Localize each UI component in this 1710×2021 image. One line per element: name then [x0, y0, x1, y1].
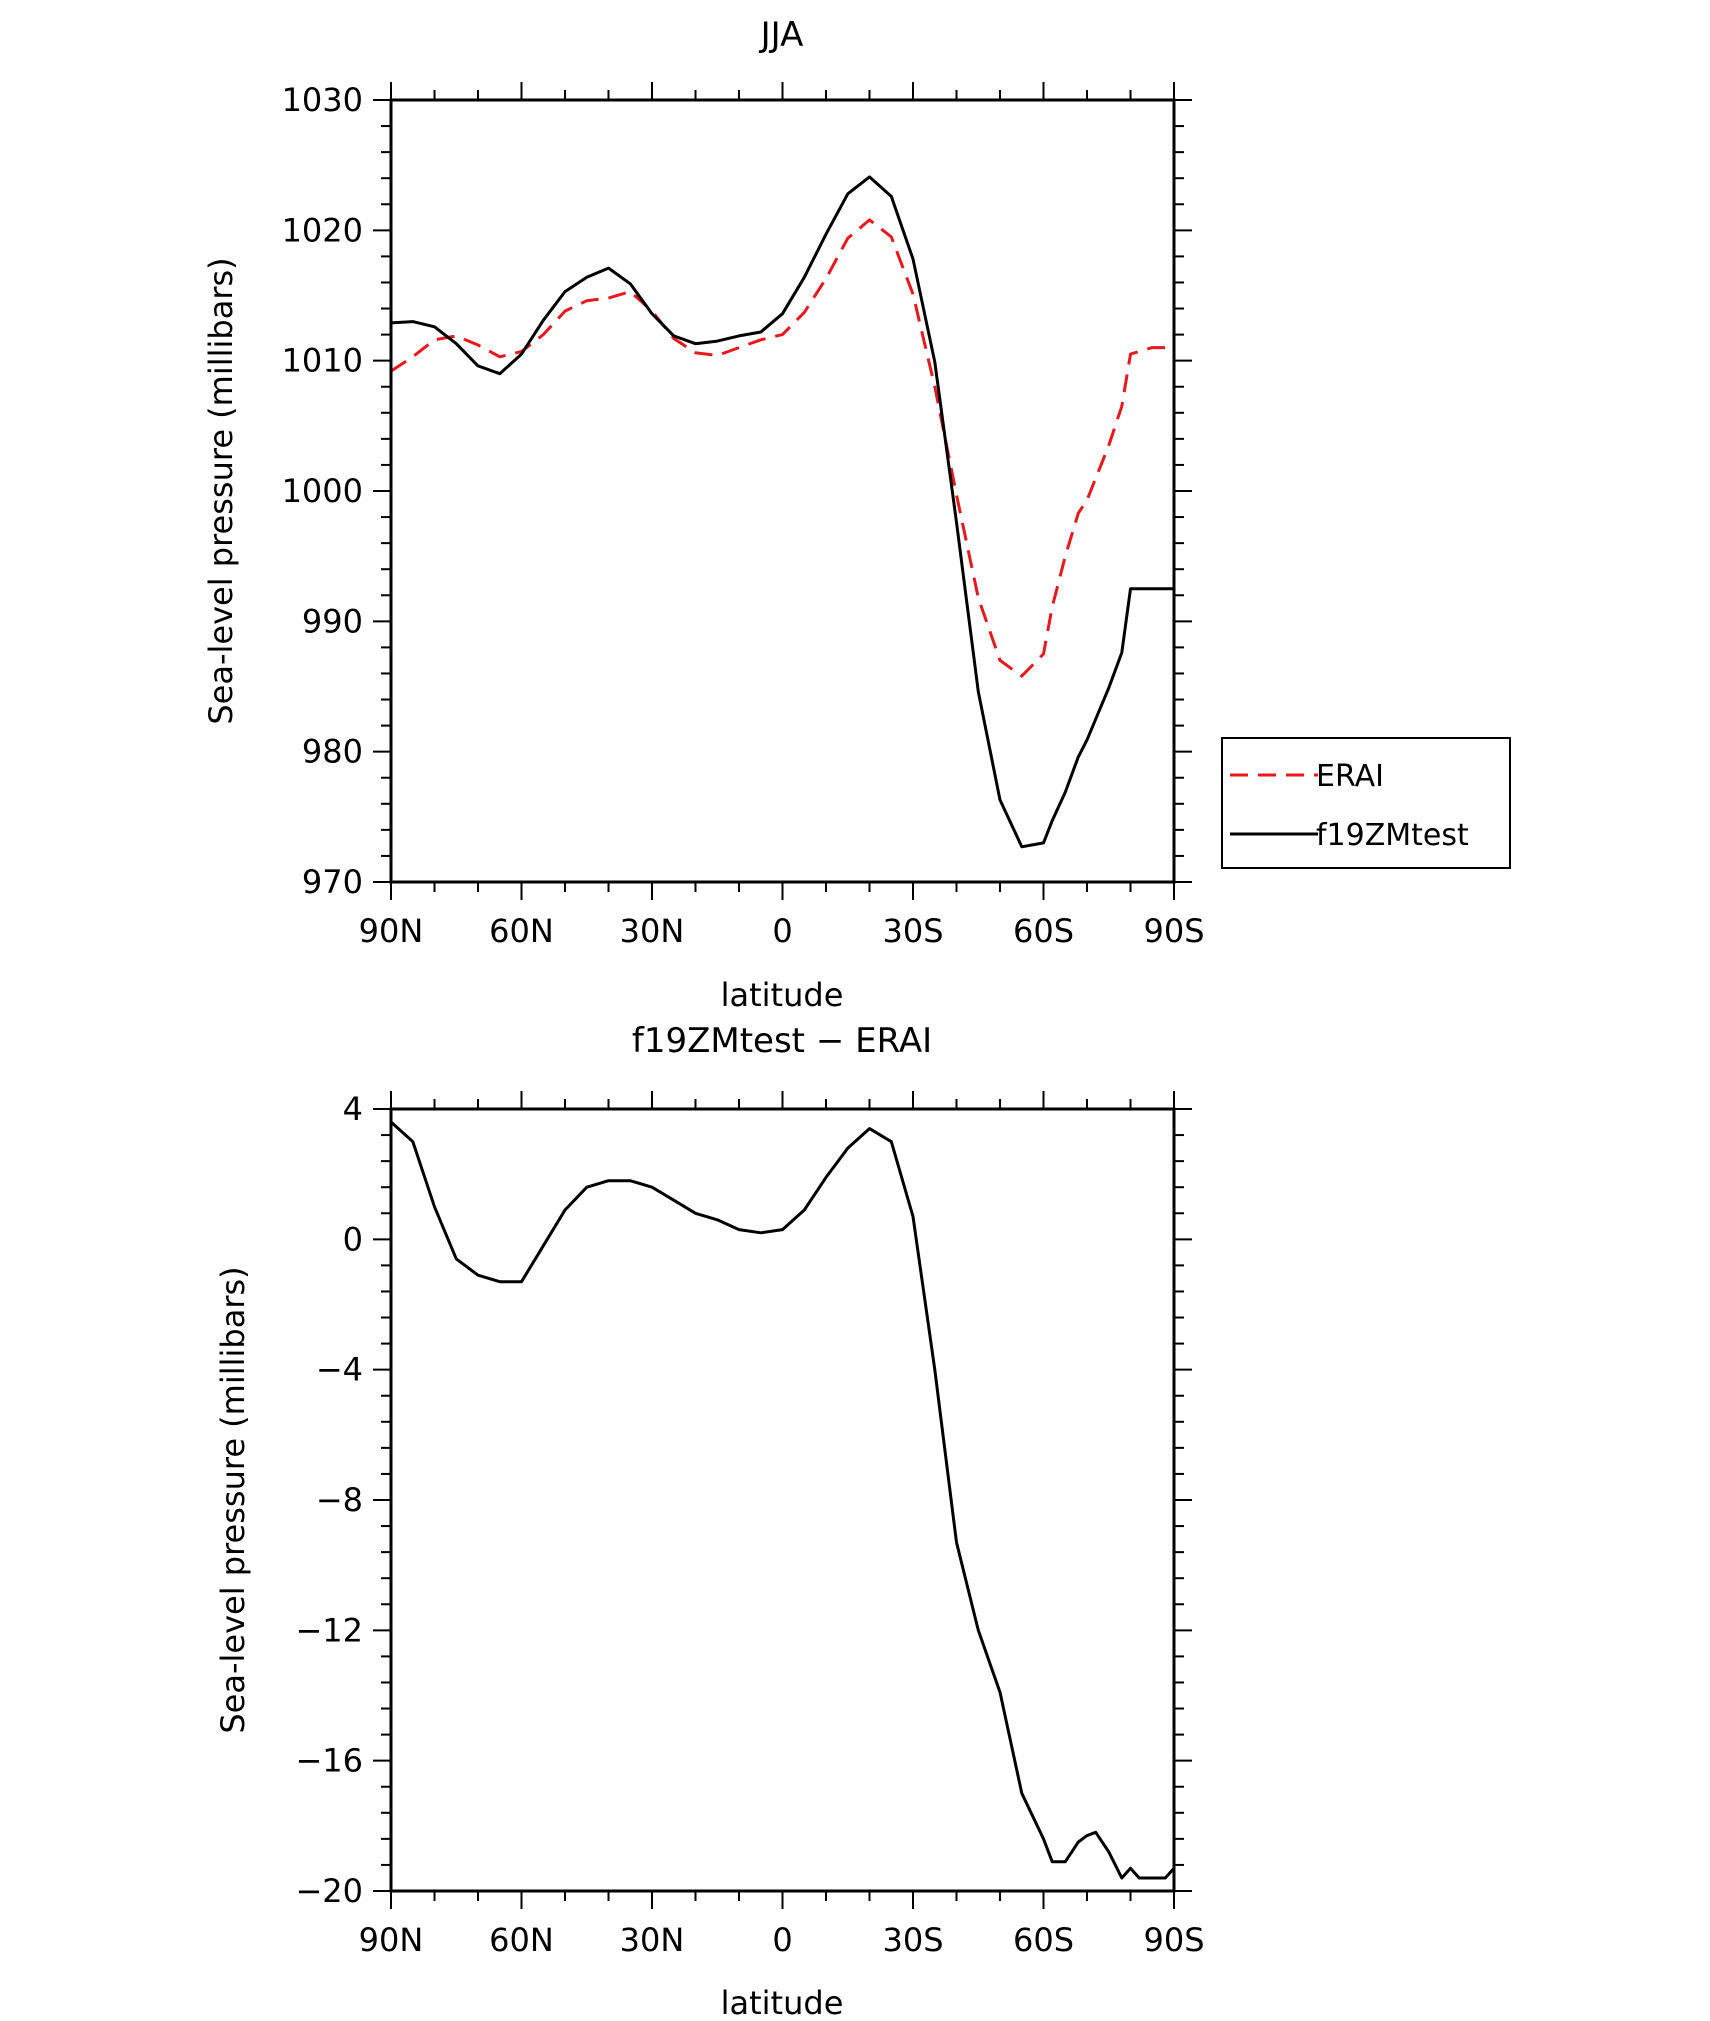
legend-label-erai: ERAI — [1316, 759, 1384, 794]
y-tick-label: −20 — [295, 1872, 363, 1910]
y-tick-label: −16 — [295, 1742, 363, 1780]
y-axis-label: Sea-level pressure (millibars) — [214, 1266, 252, 1733]
x-tick-label: 60S — [1013, 912, 1074, 950]
plot-frame — [389, 98, 1176, 884]
series-line-f19zmtest — [390, 175, 1174, 849]
x-tick-labels: 90N 60N 30N 0 30S 60S 90S — [359, 1921, 1205, 1959]
y-tick-label: 4 — [343, 1090, 363, 1128]
legend-box — [1221, 737, 1511, 869]
y-tick-label: 1030 — [282, 81, 363, 119]
y-tick-label: −8 — [316, 1481, 363, 1519]
y-tick-labels: −20 −16 −12 −8 −4 0 4 — [295, 1090, 363, 1910]
x-axis-label: latitude — [721, 976, 844, 1014]
x-tick-label: 60N — [489, 912, 554, 950]
x-tick-label: 0 — [772, 1921, 792, 1959]
x-axis-label: latitude — [721, 1984, 844, 2021]
x-tick-label: 90N — [359, 912, 424, 950]
panel-top: JJA 970 980 990 1000 1010 1020 1030 90N 60N 30N 0… — [202, 15, 1511, 1014]
y-tick-label: 1010 — [282, 342, 363, 380]
y-tick-label: 1000 — [282, 472, 363, 510]
chart-title: JJA — [759, 15, 804, 55]
x-tick-label: 30N — [620, 912, 685, 950]
x-tick-label: 30S — [882, 1921, 943, 1959]
axis-ticks — [373, 1091, 1192, 1909]
panel-bottom: f19ZMtest − ERAI −20 −16 −12 −8 −4 0 4 90N 60N 3… — [214, 1021, 1205, 2021]
chart-title: f19ZMtest − ERAI — [632, 1021, 932, 1061]
y-tick-label: −4 — [316, 1351, 363, 1389]
x-tick-label: 90S — [1143, 1921, 1204, 1959]
x-tick-label: 90N — [359, 1921, 424, 1959]
series-line-difference — [389, 1120, 1176, 1880]
series-line-erai — [390, 218, 1174, 678]
series-lines — [389, 1120, 1176, 1880]
x-tick-label: 90S — [1143, 912, 1204, 950]
x-tick-label: 30N — [620, 1921, 685, 1959]
y-tick-labels: 970 980 990 1000 1010 1020 1030 — [282, 81, 363, 901]
y-tick-label: 970 — [302, 863, 363, 901]
series-lines — [390, 175, 1174, 849]
y-tick-label: 0 — [343, 1220, 363, 1258]
x-tick-labels: 90N 60N 30N 0 30S 60S 90S — [359, 912, 1205, 950]
x-tick-label: 60S — [1013, 1921, 1074, 1959]
x-tick-label: 30S — [882, 912, 943, 950]
y-axis-label: Sea-level pressure (millibars) — [202, 257, 240, 724]
y-tick-label: −12 — [295, 1611, 363, 1649]
plot-frame — [389, 1107, 1176, 1893]
axis-ticks — [373, 82, 1192, 900]
y-tick-label: 990 — [302, 602, 363, 640]
x-tick-label: 60N — [489, 1921, 554, 1959]
legend: ERAI f19ZMtest — [1221, 737, 1511, 869]
y-tick-label: 1020 — [282, 211, 363, 249]
legend-label-f19zmtest: f19ZMtest — [1316, 818, 1469, 853]
x-tick-label: 0 — [772, 912, 792, 950]
y-tick-label: 980 — [302, 733, 363, 771]
